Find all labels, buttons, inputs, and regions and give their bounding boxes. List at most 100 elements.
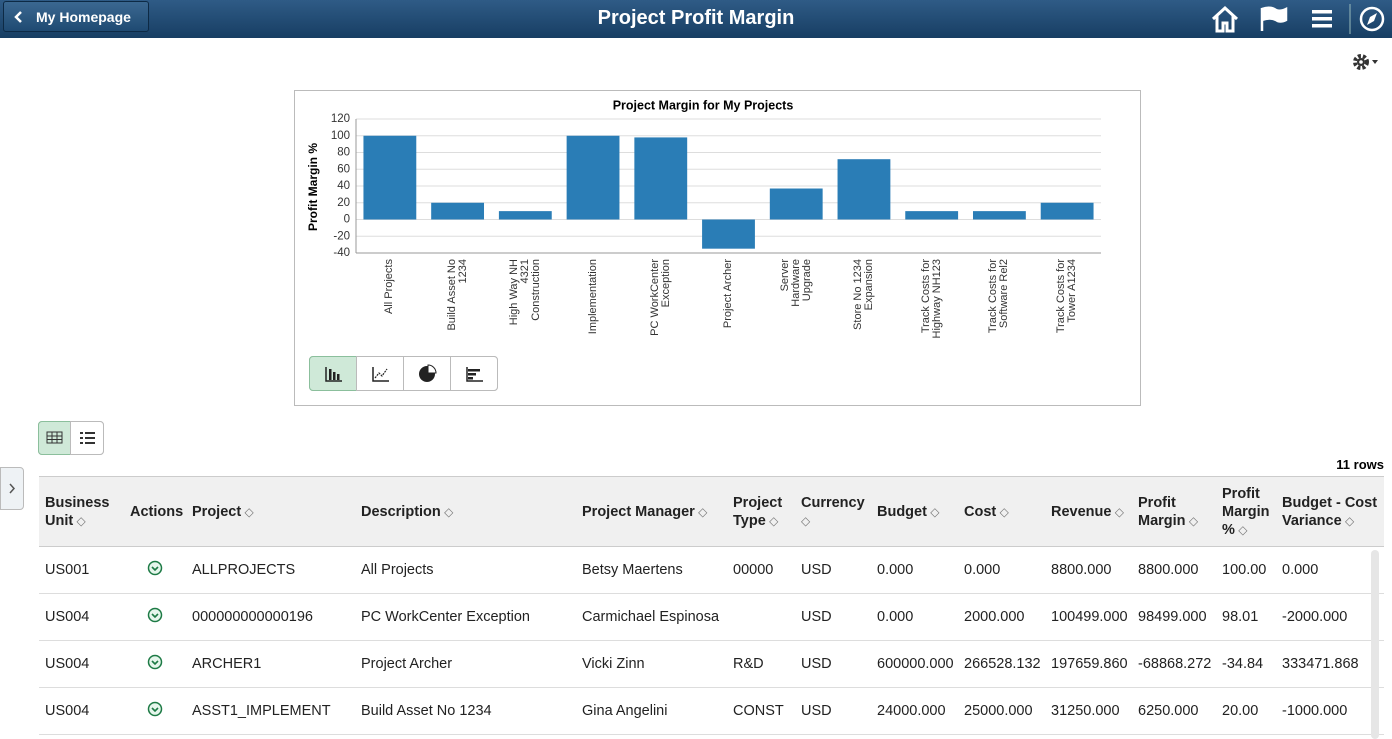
column-label: Revenue bbox=[1051, 503, 1112, 520]
column-header[interactable]: Description ◇ bbox=[355, 476, 576, 547]
sort-icon[interactable]: ◇ bbox=[926, 504, 940, 519]
table-cell: 100499.000 bbox=[1045, 593, 1132, 641]
bar-icon bbox=[325, 367, 342, 382]
table-cell: All Projects bbox=[355, 546, 576, 594]
sort-icon[interactable]: ◇ bbox=[1234, 522, 1248, 537]
grid-icon bbox=[46, 431, 63, 444]
hbar-chart-button[interactable] bbox=[450, 356, 498, 391]
y-tick-label: -20 bbox=[333, 230, 350, 242]
column-header[interactable]: Cost ◇ bbox=[958, 476, 1045, 547]
back-arrow bbox=[14, 11, 22, 23]
x-tick-label: Project Archer bbox=[722, 259, 734, 329]
y-tick-label: 0 bbox=[344, 214, 350, 226]
table-cell: -1000.000 bbox=[1276, 687, 1384, 735]
table-cell: 000000000000196 bbox=[186, 593, 355, 641]
table-cell: Carmichael Espinosa bbox=[576, 593, 727, 641]
table-cell: ARCHER1 bbox=[186, 640, 355, 688]
column-header[interactable]: Business Unit ◇ bbox=[39, 476, 124, 547]
pie-chart-button[interactable] bbox=[403, 356, 451, 391]
table-cell: -68868.272 bbox=[1132, 640, 1216, 688]
back-button[interactable]: My Homepage bbox=[3, 1, 149, 32]
column-header[interactable]: Project Type ◇ bbox=[727, 476, 795, 547]
row-count: 11 rows bbox=[1336, 457, 1384, 472]
cell-text: -68868.272 bbox=[1138, 656, 1212, 672]
header-bar: My Homepage Project Profit Margin bbox=[0, 0, 1392, 38]
sort-icon[interactable]: ◇ bbox=[1341, 513, 1355, 528]
cell-text: 600000.000 bbox=[877, 656, 954, 672]
y-tick-label: 60 bbox=[337, 163, 350, 175]
actions-button[interactable] bbox=[147, 560, 163, 576]
column-header[interactable]: Budget - Cost Variance ◇ bbox=[1276, 476, 1384, 547]
cell-text: USD bbox=[801, 609, 832, 625]
x-tick-label: Track Costs for Software Rel2 bbox=[987, 259, 1011, 334]
scrollbar[interactable] bbox=[1371, 550, 1379, 739]
x-tick-label: Build Asset No 1234 bbox=[445, 259, 469, 331]
column-header[interactable]: Currency ◇ bbox=[795, 476, 871, 547]
column-header[interactable]: Revenue ◇ bbox=[1045, 476, 1132, 547]
list-view-button[interactable] bbox=[70, 421, 104, 455]
table-cell: Project Archer bbox=[355, 640, 576, 688]
x-tick-label: Server Hardware Upgrade bbox=[778, 259, 813, 307]
grid-view-button[interactable] bbox=[38, 421, 71, 455]
pie-icon bbox=[419, 364, 437, 382]
table-cell: 0.000 bbox=[871, 593, 958, 641]
table-cell: USD bbox=[795, 640, 871, 688]
cell-text: 2000.000 bbox=[964, 609, 1025, 625]
cell-text: -2000.000 bbox=[1282, 609, 1348, 625]
table-cell: 266528.132 bbox=[958, 640, 1045, 688]
table-cell: -34.84 bbox=[1216, 640, 1276, 688]
chart-title: Project Margin for My Projects bbox=[613, 98, 794, 112]
y-tick-label: 100 bbox=[331, 130, 350, 142]
y-tick-label: 20 bbox=[337, 197, 350, 209]
column-header[interactable]: Project Manager ◇ bbox=[576, 476, 727, 547]
column-header[interactable]: Project ◇ bbox=[186, 476, 355, 547]
page-title: Project Profit Margin bbox=[597, 7, 795, 29]
cell-text: Project Archer bbox=[361, 656, 453, 672]
cell-text: -34.84 bbox=[1222, 656, 1264, 672]
column-label: Description bbox=[361, 503, 441, 520]
x-tick-label: Store No 1234 Expansion bbox=[851, 259, 875, 330]
column-label: Project bbox=[192, 503, 242, 520]
settings-gear[interactable] bbox=[1352, 52, 1380, 72]
sort-icon[interactable]: ◇ bbox=[996, 504, 1009, 519]
sort-icon[interactable]: ◇ bbox=[1185, 513, 1199, 528]
x-tick-label: Track Costs for Tower A1234 bbox=[1055, 259, 1079, 334]
sort-icon[interactable]: ◇ bbox=[241, 504, 254, 519]
sort-icon[interactable]: ◇ bbox=[801, 513, 811, 528]
table-cell: 0.000 bbox=[871, 546, 958, 594]
header-icons[interactable] bbox=[1210, 4, 1392, 34]
cell-text: USD bbox=[801, 562, 832, 578]
chart-panel: Project Margin for My Projects Profit Ma… bbox=[294, 90, 1141, 406]
actions-button[interactable] bbox=[147, 701, 163, 717]
table-cell: 98499.000 bbox=[1132, 593, 1216, 641]
column-header[interactable]: Budget ◇ bbox=[871, 476, 958, 547]
bar bbox=[1040, 202, 1094, 220]
cell-text: CONST bbox=[733, 703, 784, 719]
bar-chart-button[interactable] bbox=[309, 356, 357, 391]
sort-icon[interactable]: ◇ bbox=[73, 513, 86, 528]
sort-icon[interactable]: ◇ bbox=[1111, 504, 1125, 519]
actions-button[interactable] bbox=[147, 654, 163, 670]
table-row: US004 ASST1_IMPLEMENT Build Asset No 1234 G… bbox=[39, 687, 1384, 735]
line-chart-button[interactable] bbox=[356, 356, 404, 391]
cell-text: 0.000 bbox=[1282, 562, 1319, 578]
table-cell: ASST1_IMPLEMENT bbox=[186, 687, 355, 735]
actions-button[interactable] bbox=[147, 607, 163, 623]
cell-text: ALLPROJECTS bbox=[192, 562, 296, 578]
back-label: My Homepage bbox=[36, 9, 131, 25]
sort-icon[interactable]: ◇ bbox=[765, 513, 779, 528]
column-header[interactable]: Profit Margin % ◇ bbox=[1216, 476, 1276, 547]
y-tick-label: 80 bbox=[337, 147, 350, 159]
side-panel-tab[interactable] bbox=[0, 467, 24, 510]
sort-icon[interactable]: ◇ bbox=[440, 504, 454, 519]
side-arrow bbox=[9, 483, 16, 494]
column-label: Project Type bbox=[733, 494, 783, 529]
sort-icon[interactable]: ◇ bbox=[694, 504, 708, 519]
cell-text: 100499.000 bbox=[1051, 609, 1128, 625]
y-tick-label: 120 bbox=[331, 113, 350, 125]
column-label: Actions bbox=[130, 503, 184, 520]
bar bbox=[905, 211, 959, 220]
column-header[interactable]: Profit Margin ◇ bbox=[1132, 476, 1216, 547]
data-grid: Business Unit ◇ Actions Project ◇ Descripti… bbox=[39, 476, 1384, 735]
cell-text: USD bbox=[801, 703, 832, 719]
